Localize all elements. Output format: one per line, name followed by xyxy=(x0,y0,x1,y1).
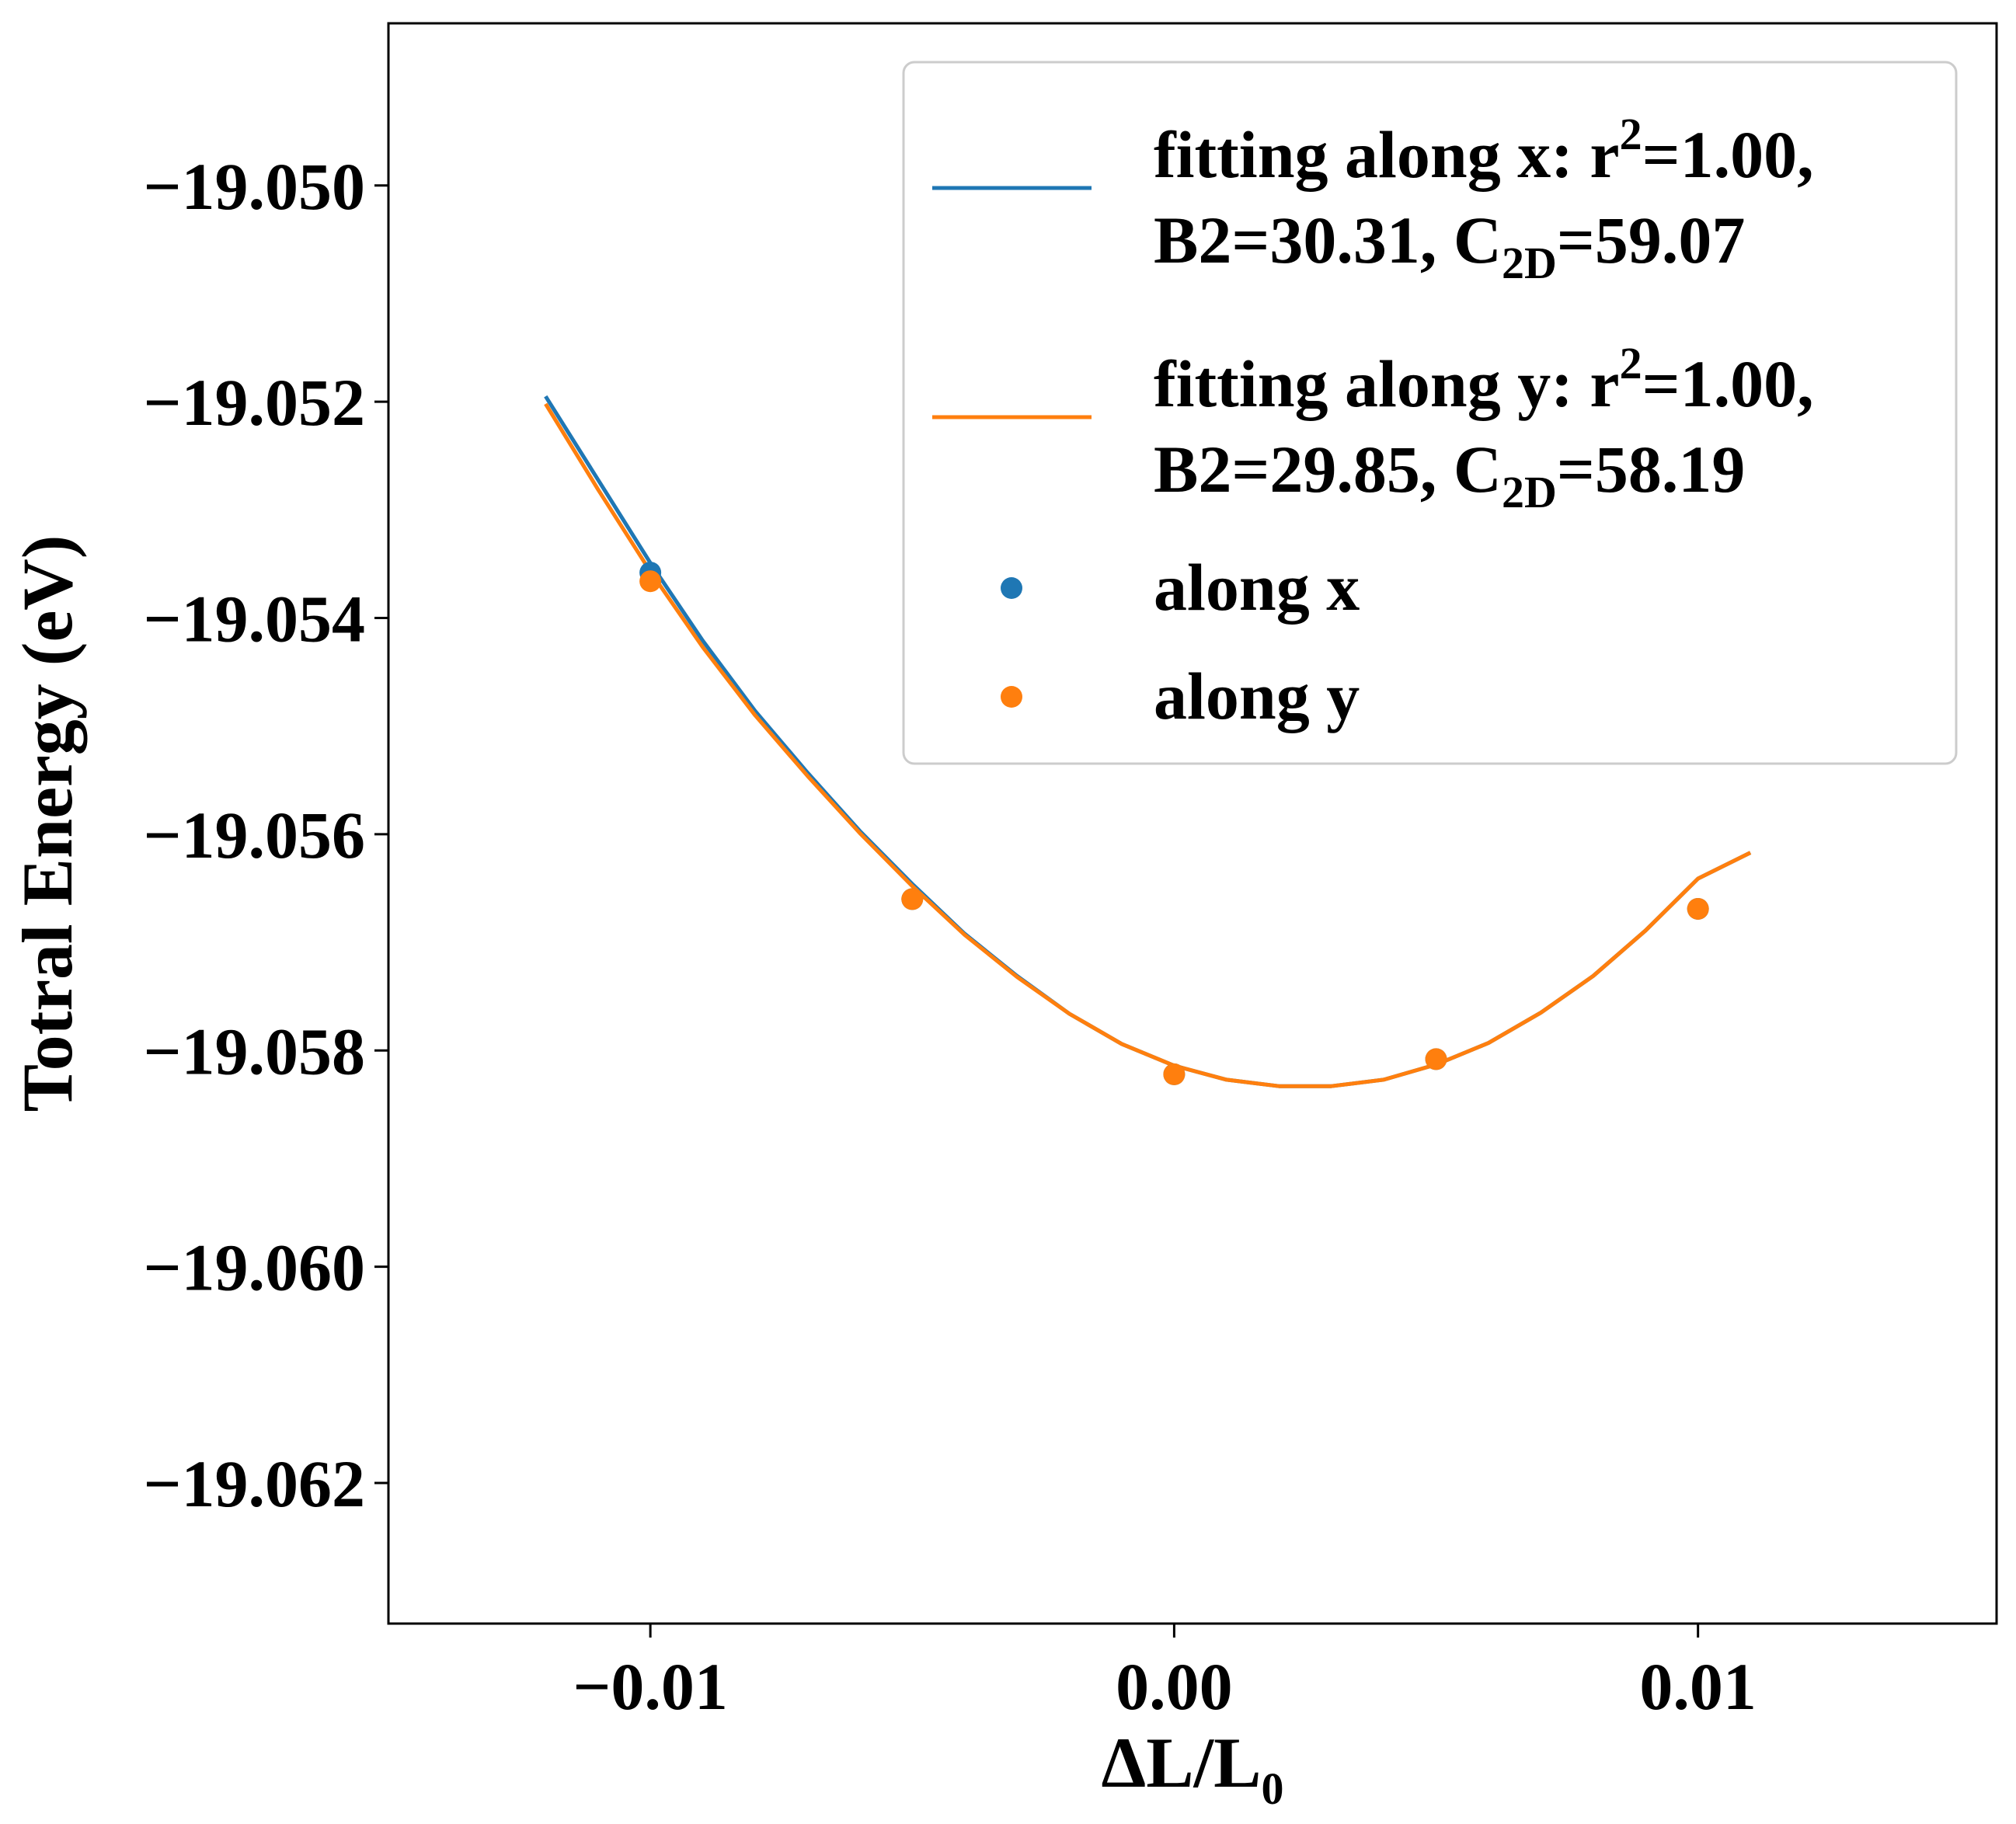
legend-fit-y-l1-pre: fitting along y: r xyxy=(1154,346,1620,421)
x-axis-label-sub: 0 xyxy=(1261,1763,1283,1814)
y-tick-label: −19.062 xyxy=(143,1446,365,1521)
legend-fit-x-l2-pre: B2=30.31, C xyxy=(1154,203,1502,277)
data-point-pts_y xyxy=(1425,1048,1447,1070)
y-tick-label: −19.060 xyxy=(143,1231,365,1305)
series-layer xyxy=(544,395,1752,1088)
legend-label-fit-x-line1: fitting along x: r2=1.00, xyxy=(1154,109,1814,192)
legend-marker-along-y xyxy=(1001,686,1022,708)
y-tick-label: −19.056 xyxy=(143,798,365,872)
x-axis-label: ΔL/L0 xyxy=(1102,1723,1284,1814)
legend-label-along-x: along x xyxy=(1154,550,1360,625)
legend-fit-x-l1-sup: 2 xyxy=(1620,109,1642,159)
legend-fit-y-l2-post: =58.19 xyxy=(1557,432,1746,506)
legend-fit-y-l1-sup: 2 xyxy=(1620,338,1642,388)
plot-frame xyxy=(387,22,1998,1625)
ticks-layer: −0.01 0.00 0.01 −19.050 −19.052 −19.054 −19.05… xyxy=(143,149,1756,1724)
legend-fit-y-l2-pre: B2=29.85, C xyxy=(1154,432,1502,506)
x-tick-label: 0.00 xyxy=(1116,1649,1233,1724)
y-tick-label: −19.050 xyxy=(143,149,365,224)
legend-fit-x-l1-post: =1.00, xyxy=(1642,117,1814,192)
y-tick-label: −19.052 xyxy=(143,365,365,440)
data-point-pts_y xyxy=(901,888,924,910)
x-tick-label: 0.01 xyxy=(1639,1649,1757,1724)
legend-fit-y-l1-post: =1.00, xyxy=(1642,346,1814,421)
legend-fit-x-l2-post: =59.07 xyxy=(1557,203,1746,277)
data-point-pts_y xyxy=(1163,1063,1186,1085)
legend-fit-x-l2-sub: 2D xyxy=(1502,238,1557,288)
data-point-pts_y xyxy=(1687,897,1709,920)
legend-marker-along-x xyxy=(1001,577,1022,599)
fit-line-fit_y xyxy=(544,402,1752,1088)
x-axis-label-main: ΔL/L xyxy=(1102,1723,1262,1802)
legend-label-along-y: along y xyxy=(1154,659,1360,733)
legend-label-fit-y-line2: B2=29.85, C2D=58.19 xyxy=(1154,432,1745,517)
data-point-pts_y xyxy=(639,570,662,593)
legend-fit-x-l1-pre: fitting along x: r xyxy=(1154,117,1620,192)
legend-fit-y-l2-sub: 2D xyxy=(1502,467,1557,517)
y-axis-label: Totral Energy (eV) xyxy=(8,535,87,1112)
legend-label-fit-x-line2: B2=30.31, C2D=59.07 xyxy=(1154,203,1745,288)
y-tick-label: −19.054 xyxy=(143,582,365,656)
legend: fitting along x: r2=1.00, B2=30.31, C2D=… xyxy=(902,61,1958,765)
x-tick-label: −0.01 xyxy=(573,1649,728,1724)
legend-box xyxy=(902,61,1958,765)
y-tick-label: −19.058 xyxy=(143,1014,365,1088)
legend-label-fit-y-line1: fitting along y: r2=1.00, xyxy=(1154,338,1814,421)
